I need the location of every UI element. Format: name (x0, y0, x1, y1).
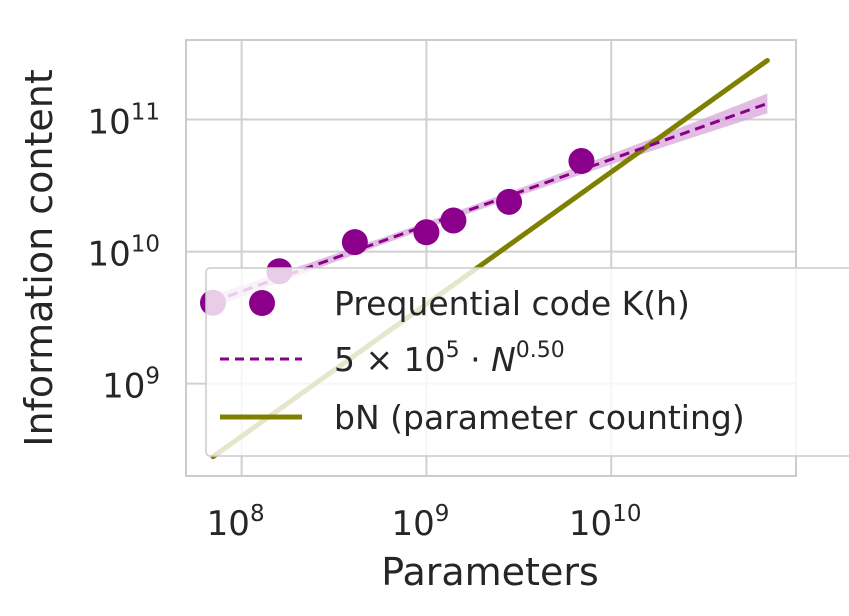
y-tick-label: 109 (102, 364, 160, 407)
x-tick-labels: 108 109 1010 (207, 501, 642, 544)
legend-marker-scatter (249, 290, 275, 316)
x-tick-label: 108 (207, 501, 265, 544)
legend-label-prequential: Prequential code K(h) (334, 284, 690, 323)
plot-frame (185, 39, 797, 477)
legend: Prequential code K(h) 5 × 105 · N0.50 bN… (205, 267, 849, 457)
y-tick-label: 1011 (87, 100, 160, 143)
y-tick-labels: 109 1010 1011 (87, 100, 160, 407)
x-tick-label: 1010 (569, 501, 642, 544)
legend-box (205, 267, 849, 457)
y-tick-label: 1010 (87, 232, 160, 275)
x-tick-label: 109 (391, 501, 449, 544)
legend-label-parameter-counting: bN (parameter counting) (334, 398, 745, 437)
prequential-point (440, 207, 467, 234)
prequential-point (341, 229, 368, 256)
prequential-point (568, 148, 595, 175)
y-axis-label: Information content (17, 69, 61, 447)
prequential-point (496, 188, 523, 215)
legend-label-fit: 5 × 105 · N0.50 (334, 338, 565, 379)
prequential-point (413, 219, 440, 246)
x-axis-label: Parameters (381, 550, 599, 594)
